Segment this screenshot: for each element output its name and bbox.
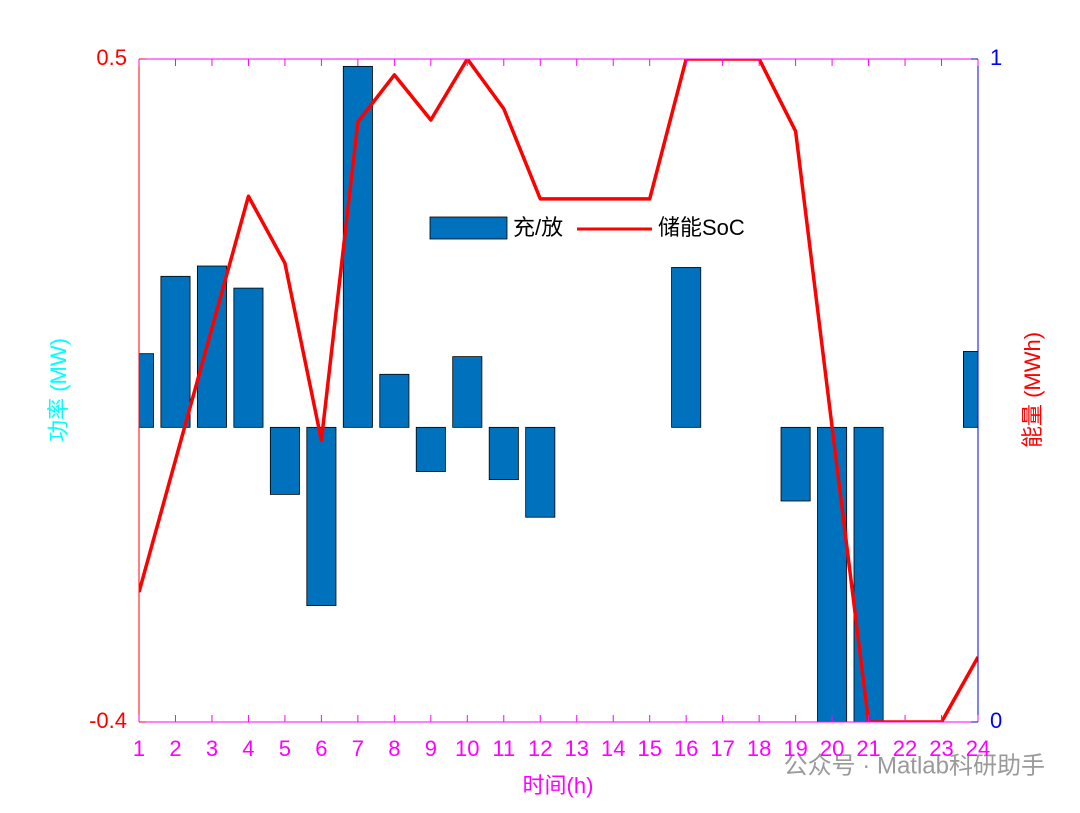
x-tick-label: 8 <box>388 736 400 761</box>
legend-label: 储能SoC <box>658 215 745 240</box>
y2-tick-label: 1 <box>990 45 1002 70</box>
x-tick-label: 20 <box>820 736 844 761</box>
bar <box>379 373 410 428</box>
x-tick-label: 21 <box>856 736 880 761</box>
x-tick-label: 2 <box>169 736 181 761</box>
x-tick-label: 24 <box>966 736 990 761</box>
bar <box>525 426 556 518</box>
y-tick-label: -0.4 <box>89 708 127 733</box>
bar <box>306 426 337 607</box>
y-tick-label: 0.5 <box>96 45 127 70</box>
x-tick-label: 12 <box>528 736 552 761</box>
bar <box>415 426 446 472</box>
x-tick-label: 23 <box>929 736 953 761</box>
x-tick-label: 10 <box>455 736 479 761</box>
y2-tick-label: 0 <box>990 708 1002 733</box>
x-tick-label: 11 <box>492 736 515 761</box>
legend-swatch <box>429 216 508 240</box>
x-tick-label: 9 <box>425 736 437 761</box>
bar <box>452 356 483 428</box>
x-tick-label: 4 <box>242 736 254 761</box>
y-axis-label: 功率 (MW) <box>46 338 71 442</box>
x-tick-label: 19 <box>783 736 807 761</box>
x-tick-label: 17 <box>710 736 734 761</box>
bar <box>671 267 702 428</box>
x-tick-label: 1 <box>133 736 145 761</box>
legend: 充/放 储能SoC <box>429 215 745 240</box>
plot-area <box>139 59 978 722</box>
legend-label: 充/放 <box>513 215 563 240</box>
x-tick-label: 18 <box>747 736 771 761</box>
bar <box>780 426 811 502</box>
x-tick-label: 22 <box>893 736 917 761</box>
soc-line <box>139 59 978 722</box>
bar <box>853 426 884 722</box>
bar <box>160 275 191 428</box>
bar <box>233 287 264 428</box>
y2-axis-label: 能量 (MWh) <box>1020 332 1045 448</box>
x-tick-label: 14 <box>601 736 625 761</box>
x-tick-label: 7 <box>352 736 364 761</box>
x-tick-label: 6 <box>315 736 327 761</box>
x-tick-label: 3 <box>206 736 218 761</box>
x-axis-label: 时间(h) <box>523 773 594 798</box>
x-tick-label: 5 <box>279 736 291 761</box>
bar <box>488 426 519 481</box>
plot-marks <box>139 59 978 722</box>
watermark: 公众号 · Matlab科研助手 <box>784 752 1045 779</box>
x-tick-label: 16 <box>674 736 698 761</box>
bar <box>269 426 300 495</box>
x-tick-label: 15 <box>637 736 661 761</box>
bar <box>817 426 848 722</box>
x-tick-label: 13 <box>564 736 588 761</box>
